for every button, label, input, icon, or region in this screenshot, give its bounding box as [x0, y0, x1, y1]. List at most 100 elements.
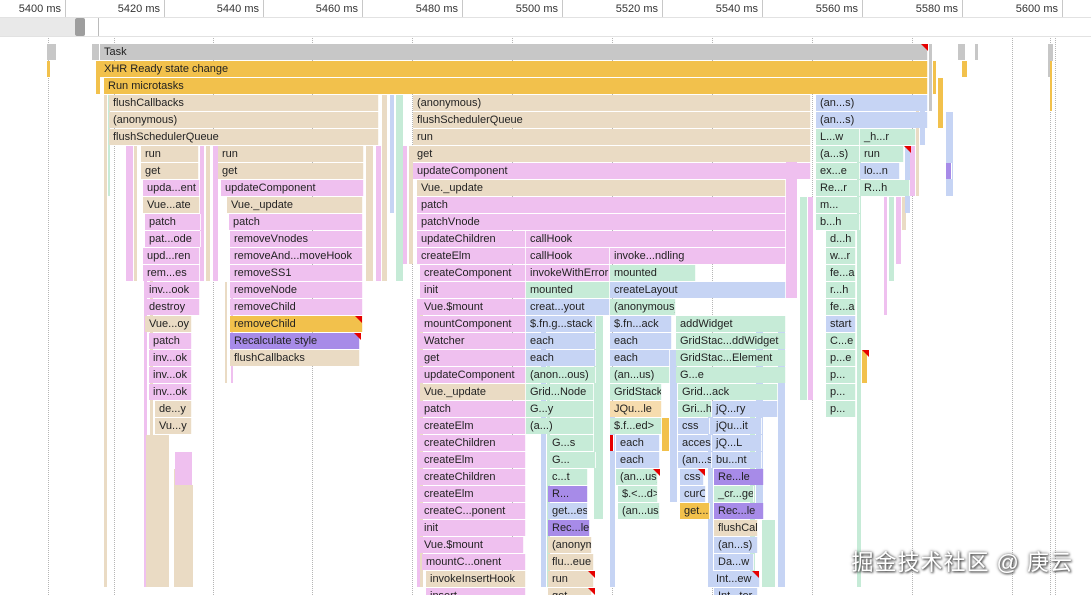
flame-entry[interactable]: w...r: [826, 248, 856, 264]
flame-entry[interactable]: upd...ren: [143, 248, 200, 264]
flame-entry[interactable]: jQ...L: [712, 435, 762, 451]
flame-entry[interactable]: jQu...it: [712, 418, 762, 434]
flame-entry[interactable]: R...h: [860, 180, 910, 196]
flame-entry[interactable]: Grid...Node: [526, 384, 594, 400]
flame-entry[interactable]: each: [616, 435, 660, 451]
flame-entry[interactable]: get: [413, 146, 811, 162]
flame-entry[interactable]: createElm: [420, 452, 526, 468]
flame-entry[interactable]: G...y: [526, 401, 594, 417]
flame-entry[interactable]: patch: [145, 214, 201, 230]
flame-entry[interactable]: Vue.$mount: [420, 299, 526, 315]
flame-entry[interactable]: createElm: [420, 486, 526, 502]
flame-entry[interactable]: Vu...y: [155, 418, 192, 434]
flame-entry[interactable]: upda...ent: [143, 180, 200, 196]
flame-entry[interactable]: Int...ew: [712, 571, 760, 587]
flame-entry[interactable]: p...: [826, 384, 856, 400]
flame-entry[interactable]: (an...us): [616, 469, 658, 485]
flame-entry[interactable]: G...s: [548, 435, 594, 451]
flame-entry[interactable]: insert: [426, 588, 526, 595]
flame-entry[interactable]: Vue.$mount: [420, 537, 524, 553]
flame-entry[interactable]: inv...ok: [149, 350, 192, 366]
flame-entry[interactable]: removeChild: [230, 316, 363, 332]
flame-entry[interactable]: each: [616, 452, 660, 468]
flame-entry[interactable]: init: [420, 282, 526, 298]
flame-entry[interactable]: inv...ok: [149, 367, 192, 383]
flame-entry[interactable]: p...e: [826, 350, 856, 366]
flame-entry[interactable]: updateComponent: [413, 163, 811, 179]
flame-entry[interactable]: b...h: [816, 214, 860, 230]
flame-entry[interactable]: p...: [826, 367, 856, 383]
flame-entry[interactable]: updateComponent: [221, 180, 364, 196]
flame-entry[interactable]: run: [141, 146, 199, 162]
flame-entry[interactable]: run: [218, 146, 364, 162]
flame-entry[interactable]: init: [420, 520, 526, 536]
flame-entry[interactable]: get: [141, 163, 199, 179]
flame-entry[interactable]: (anonymous): [109, 112, 379, 128]
flame-entry[interactable]: Run microtasks: [104, 78, 928, 94]
flame-entry[interactable]: inv...ok: [149, 384, 192, 400]
flame-entry[interactable]: (an...s): [678, 452, 712, 468]
flame-entry[interactable]: Re...le: [714, 469, 764, 485]
flame-entry[interactable]: removeVnodes: [230, 231, 363, 247]
flame-entry[interactable]: rem...es: [143, 265, 200, 281]
flame-entry[interactable]: flushSchedulerQueue: [109, 129, 379, 145]
flame-entry[interactable]: mountC...onent: [422, 554, 526, 570]
flame-entry[interactable]: run: [548, 571, 594, 587]
flame-entry[interactable]: Task: [100, 44, 928, 60]
flame-entry[interactable]: destroy: [145, 299, 200, 315]
flame-entry[interactable]: (anonymous): [413, 95, 811, 111]
flame-entry[interactable]: Re...r: [816, 180, 860, 196]
flame-entry[interactable]: get...es: [548, 503, 588, 519]
flame-entry[interactable]: invokeWithErrorHandling: [526, 265, 610, 281]
flame-entry[interactable]: Da...w: [714, 554, 754, 570]
flame-entry[interactable]: Gri...ht: [678, 401, 712, 417]
flame-entry[interactable]: mounted: [526, 282, 610, 298]
flame-entry[interactable]: each: [610, 333, 672, 349]
flame-entry[interactable]: get: [420, 350, 526, 366]
flame-entry[interactable]: invokeInsertHook: [426, 571, 526, 587]
flame-entry[interactable]: patch: [229, 214, 363, 230]
flame-entry[interactable]: createC...ponent: [420, 503, 526, 519]
flame-entry[interactable]: m...: [816, 197, 860, 213]
flame-entry[interactable]: updateComponent: [420, 367, 526, 383]
flame-entry[interactable]: creat...yout: [526, 299, 610, 315]
flame-entry[interactable]: $.f...ed>: [610, 418, 662, 434]
flame-entry[interactable]: mounted: [610, 265, 696, 281]
overview-window-handle[interactable]: [75, 18, 85, 36]
flame-entry[interactable]: removeChild: [230, 299, 363, 315]
flame-entry[interactable]: (anonymous): [548, 537, 592, 553]
flame-entry[interactable]: pat...ode: [145, 231, 201, 247]
flame-entry[interactable]: Vue...oy: [145, 316, 192, 332]
flame-entry[interactable]: (an...us): [618, 503, 660, 519]
flame-entry[interactable]: removeAnd...moveHook: [230, 248, 363, 264]
flame-entry[interactable]: GridStack: [610, 384, 662, 400]
flame-entry[interactable]: Rec...le: [548, 520, 590, 536]
flame-entry[interactable]: createComponent: [420, 265, 526, 281]
flame-entry[interactable]: invoke...ndling: [610, 248, 786, 264]
flame-entry[interactable]: lo...n: [860, 163, 900, 179]
flame-entry[interactable]: get: [548, 588, 592, 595]
flame-entry[interactable]: patchVnode: [417, 214, 786, 230]
flame-entry[interactable]: flu...eue: [548, 554, 594, 570]
flame-entry[interactable]: Vue._update: [417, 180, 786, 196]
flame-entry[interactable]: inv...ook: [145, 282, 200, 298]
flame-entry[interactable]: Rec...le: [714, 503, 764, 519]
flame-entry[interactable]: (anonymous): [610, 299, 676, 315]
flame-entry[interactable]: (an...s): [714, 537, 758, 553]
flame-entry[interactable]: patch: [149, 333, 192, 349]
flame-entry[interactable]: Vue._update: [227, 197, 363, 213]
flame-entry[interactable]: each: [610, 350, 670, 366]
flame-entry[interactable]: C...e: [826, 333, 856, 349]
flame-entry[interactable]: GridStac...ddWidget: [676, 333, 786, 349]
flame-entry[interactable]: G...e: [676, 367, 786, 383]
flame-entry[interactable]: run: [860, 146, 904, 162]
flame-entry[interactable]: (an...s): [816, 112, 928, 128]
flame-entry[interactable]: de...y: [155, 401, 192, 417]
flame-entry[interactable]: d...h: [826, 231, 856, 247]
flame-entry[interactable]: each: [526, 333, 596, 349]
flame-entry[interactable]: (an...us): [610, 367, 670, 383]
flame-entry[interactable]: fe...a: [826, 265, 856, 281]
flame-entry[interactable]: Vue...ate: [143, 197, 200, 213]
flame-entry[interactable]: removeNode: [230, 282, 363, 298]
flame-entry[interactable]: jQ...ry: [712, 401, 778, 417]
